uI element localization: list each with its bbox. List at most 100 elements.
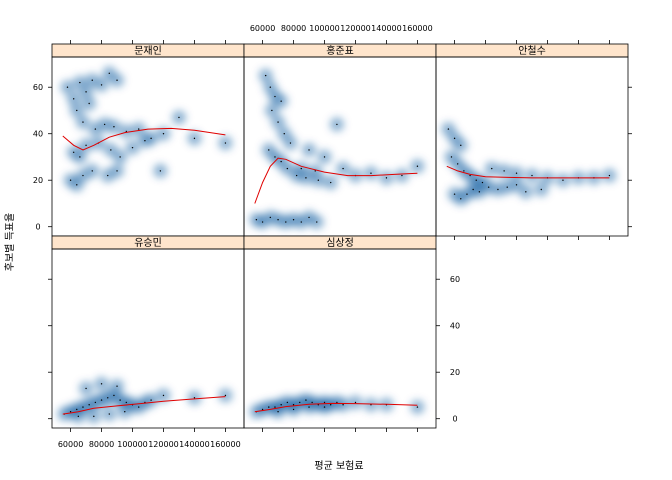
data-point (76, 408, 78, 411)
data-point (150, 399, 152, 401)
data-point (308, 149, 310, 151)
data-point (463, 170, 465, 172)
panel: 심상정 (243, 235, 437, 429)
data-point (131, 146, 134, 149)
data-point (113, 394, 115, 397)
data-point (110, 149, 112, 151)
smoother-line (254, 402, 418, 413)
data-point (116, 79, 118, 81)
data-point (125, 130, 128, 133)
strip-label: 유승민 (134, 237, 162, 249)
data-point (69, 179, 72, 181)
data-point (91, 79, 93, 81)
data-point (515, 184, 518, 186)
x-tick-label: 100000 (117, 440, 148, 449)
data-point (94, 401, 97, 404)
data-point (93, 415, 95, 418)
y-tick-label: 20 (33, 176, 43, 185)
strip-label: 문재인 (134, 45, 162, 57)
y-tick-label: 60 (33, 83, 43, 92)
data-point (531, 174, 533, 177)
data-point (91, 170, 93, 172)
data-point (82, 121, 84, 123)
density (249, 68, 425, 230)
data-point (283, 133, 285, 135)
data-point (469, 174, 471, 177)
data-point (108, 72, 110, 74)
y-tick-label: 0 (35, 223, 40, 232)
smoother-line (62, 127, 226, 151)
data-point (150, 137, 152, 140)
data-point (497, 188, 499, 191)
data-point (323, 406, 326, 408)
data-point (76, 184, 78, 186)
data-point (295, 174, 298, 177)
y-tick-label: 40 (33, 130, 43, 139)
data-point (116, 385, 118, 387)
panel: 안철수 (435, 43, 629, 237)
panel-border (435, 56, 629, 237)
panel: 홍준표 (243, 43, 437, 237)
data-point (82, 174, 84, 177)
data-point (277, 121, 279, 123)
data-point (107, 174, 109, 177)
data-point (453, 137, 456, 140)
data-point (76, 109, 78, 112)
data-point (456, 163, 459, 165)
data-point (475, 179, 477, 181)
data-point (460, 144, 462, 147)
data-point (370, 172, 372, 174)
data-point (100, 399, 103, 401)
panel: 유승민 (51, 235, 245, 429)
x-tick-label: 60000 (250, 24, 275, 33)
data-point (385, 177, 388, 179)
data-point (85, 91, 87, 93)
data-point (280, 404, 282, 406)
data-point (289, 142, 292, 144)
panel-border (243, 248, 437, 429)
data-point (336, 123, 338, 126)
data-point (144, 139, 146, 142)
data-point (300, 167, 302, 170)
data-point (277, 411, 279, 413)
data-point (416, 406, 419, 408)
y-tick-label: 60 (450, 275, 460, 284)
data-point (277, 219, 279, 221)
data-point (503, 170, 505, 172)
data-point (72, 98, 75, 100)
x-tick-label: 160000 (402, 24, 433, 33)
data-point (299, 401, 301, 404)
data-point (342, 404, 344, 406)
data-point (401, 174, 403, 177)
data-point (481, 181, 484, 184)
data-point (286, 167, 289, 170)
smoother-line (254, 157, 418, 204)
data-point (308, 406, 310, 408)
data-point (447, 128, 450, 130)
data-point (94, 128, 97, 130)
data-point (103, 123, 106, 126)
data-point (124, 411, 126, 413)
data-point (88, 102, 90, 105)
data-point (255, 219, 258, 221)
data-point (274, 95, 276, 98)
data-point (515, 172, 518, 174)
data-point (466, 193, 468, 195)
data-point (82, 406, 84, 408)
data-point (77, 415, 80, 418)
data-point (79, 81, 81, 84)
data-point (274, 156, 276, 158)
data-point (285, 221, 287, 223)
strip-label: 홍준표 (326, 44, 354, 57)
data-point (487, 186, 490, 188)
data-point (66, 86, 69, 88)
y-axis-title: 후보별 득표율 (4, 213, 16, 271)
y-tick-label: 0 (452, 415, 457, 424)
data-point (269, 216, 272, 219)
data-point (308, 216, 310, 219)
panel: 문재인 (51, 43, 245, 237)
data-point (478, 191, 481, 193)
